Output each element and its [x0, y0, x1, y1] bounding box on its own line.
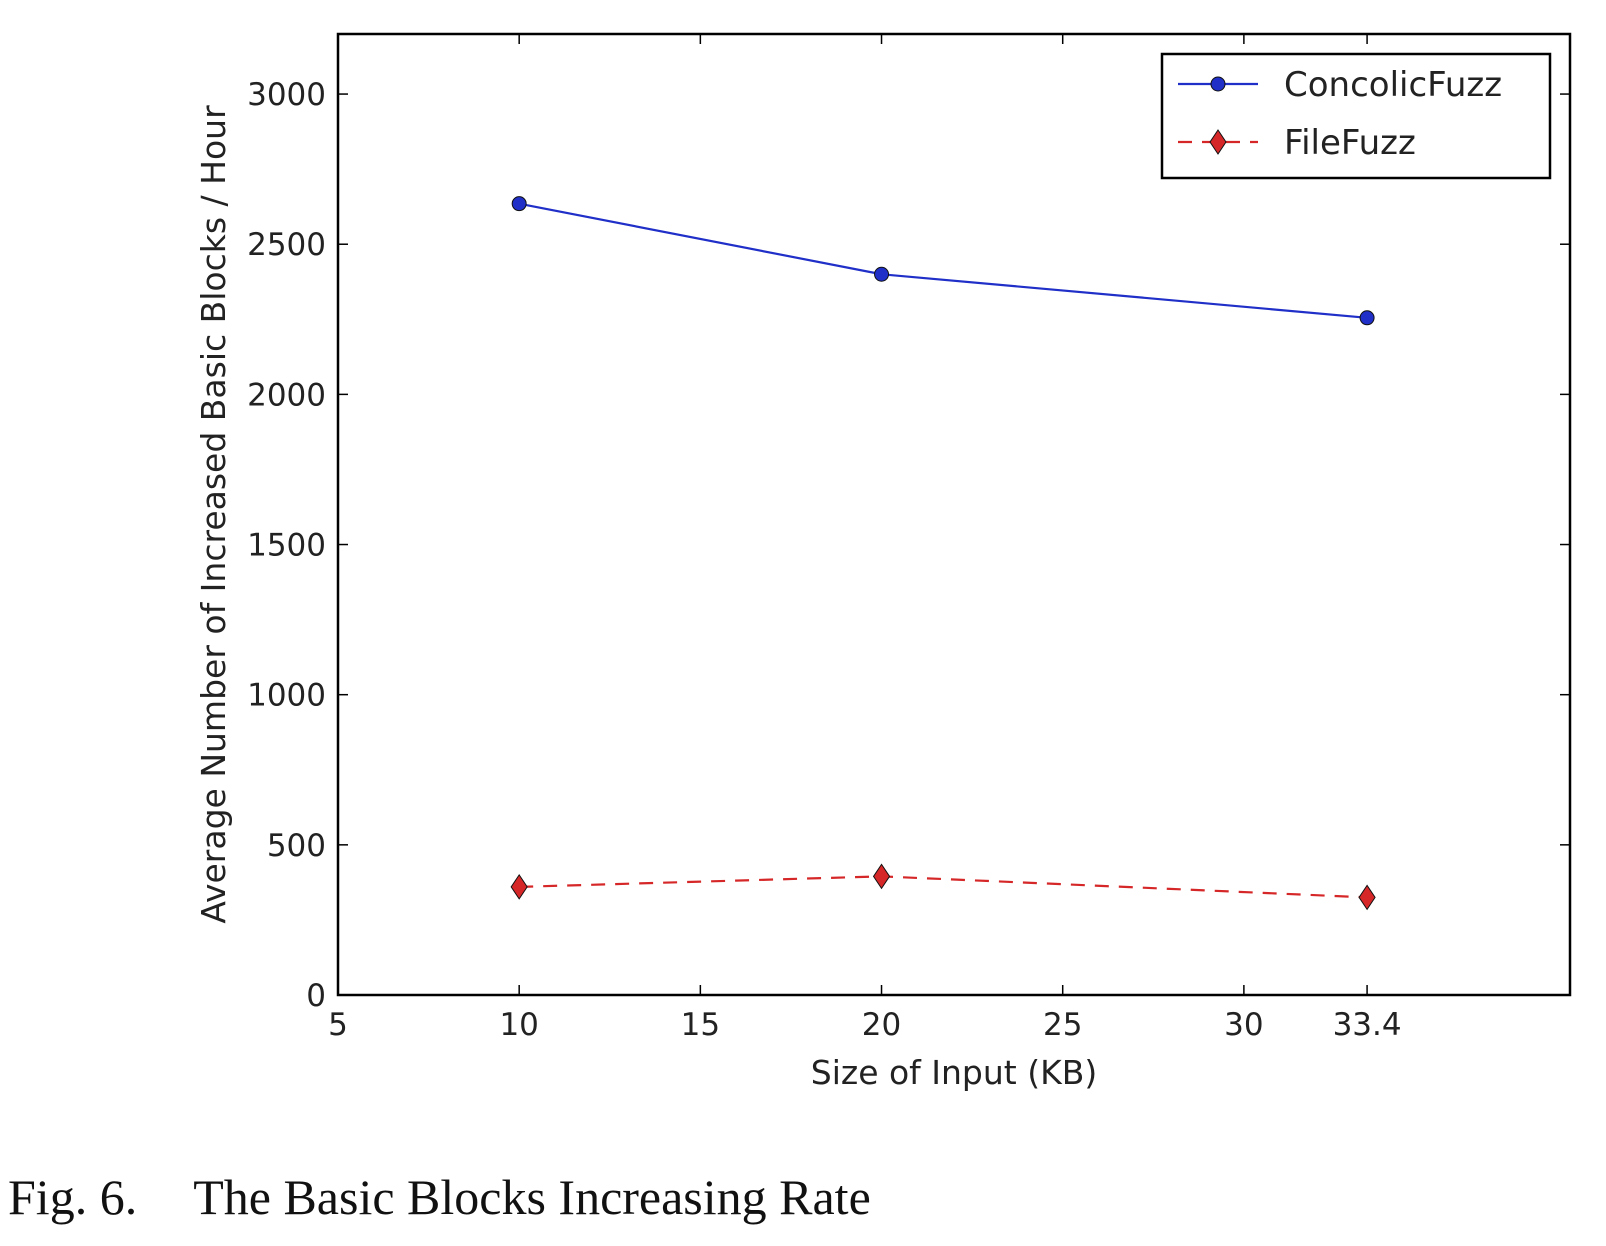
y-tick-label: 1500: [247, 528, 326, 564]
filefuzz-point: [510, 873, 528, 900]
y-tick-label: 2000: [247, 377, 326, 413]
figure-title: The Basic Blocks Increasing Rate: [193, 1169, 871, 1225]
plot-area-frame: [336, 32, 1572, 997]
legend-concolicfuzz-marker: [1210, 76, 1226, 92]
y-axis-label: Average Number of Increased Basic Blocks…: [194, 105, 233, 924]
plot-series: [510, 196, 1376, 911]
filefuzz-line: [519, 875, 1368, 899]
x-tick-label: 5: [328, 1007, 348, 1043]
legend-concolicfuzz-label: ConcolicFuzz: [1284, 65, 1502, 105]
x-axis-ticks: 5 10 15 20 25 30 33.4: [328, 34, 1402, 1043]
filefuzz-point: [1358, 884, 1376, 911]
y-tick-label: 3000: [247, 77, 326, 113]
figure-number: Fig. 6.: [8, 1169, 138, 1225]
filefuzz-series: [510, 863, 1376, 911]
concolicfuzz-point: [1359, 310, 1375, 326]
concolicfuzz-point: [511, 196, 527, 212]
x-tick-label: 25: [1043, 1007, 1082, 1043]
x-tick-label: 15: [681, 1007, 720, 1043]
concolicfuzz-point: [874, 266, 890, 282]
y-tick-label: 500: [267, 828, 326, 864]
x-tick-label: 20: [862, 1007, 901, 1043]
y-tick-label: 0: [306, 978, 326, 1014]
x-tick-label: 30: [1224, 1007, 1263, 1043]
legend-filefuzz-label: FileFuzz: [1284, 123, 1416, 163]
filefuzz-point: [872, 863, 891, 890]
y-tick-label: 1000: [247, 678, 326, 714]
legend-box: [1160, 52, 1552, 180]
concolicfuzz-series: [511, 196, 1375, 326]
y-tick-label: 2500: [247, 227, 326, 263]
x-axis-label: Size of Input (KB): [811, 1053, 1098, 1092]
concolicfuzz-line: [518, 202, 1368, 319]
y-axis-ticks: 0 500 1000 1500 2000 2500 3000: [247, 77, 1570, 1014]
x-tick-label: 33.4: [1333, 1007, 1402, 1043]
legend: ConcolicFuzz FileFuzz: [1160, 52, 1552, 180]
figure-caption: Fig. 6. The Basic Blocks Increasing Rate: [8, 1168, 1598, 1226]
x-tick-label: 10: [499, 1007, 538, 1043]
legend-filefuzz-marker: [1209, 129, 1227, 155]
